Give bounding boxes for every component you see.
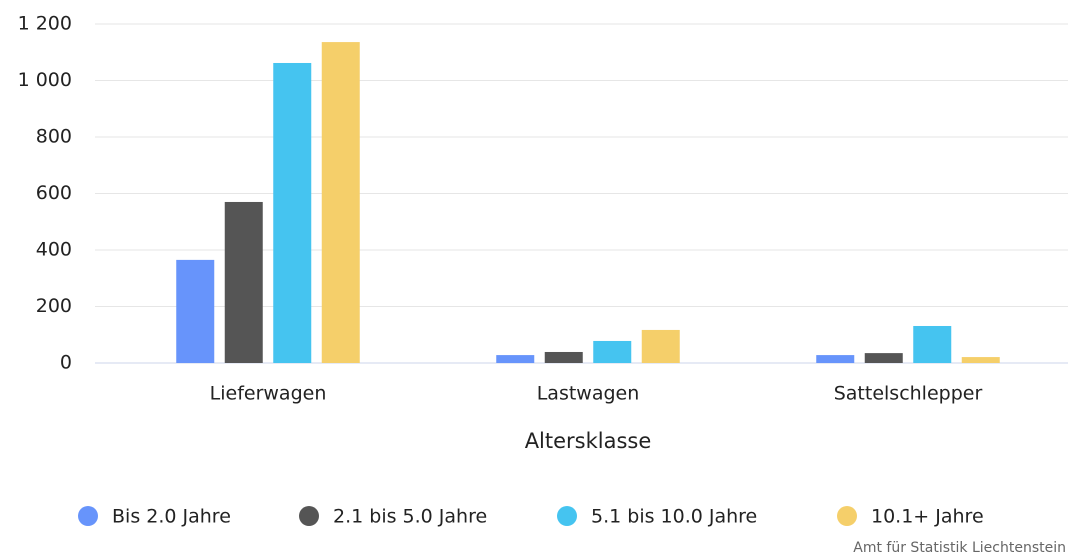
x-tick-label: Lastwagen: [537, 383, 640, 405]
legend-label: 2.1 bis 5.0 Jahre: [333, 506, 487, 528]
legend-label: 5.1 bis 10.0 Jahre: [591, 506, 757, 528]
bar: [864, 353, 903, 363]
y-tick-label: 200: [36, 295, 72, 317]
bar: [913, 325, 952, 363]
y-tick-label: 400: [36, 239, 72, 261]
y-tick-label: 0: [60, 352, 72, 374]
bar: [641, 329, 680, 363]
bar: [544, 351, 583, 363]
legend-marker: [299, 506, 319, 526]
legend-marker: [78, 506, 98, 526]
x-axis-title: Altersklasse: [525, 429, 652, 453]
bar: [961, 357, 1000, 363]
y-tick-label: 600: [36, 182, 72, 204]
y-tick-label: 1 000: [18, 69, 72, 91]
bar: [593, 340, 632, 363]
bar: [273, 62, 312, 364]
credit: Amt für Statistik Liechtenstein: [853, 540, 1066, 556]
legend-label: Bis 2.0 Jahre: [112, 506, 231, 528]
legend-marker: [557, 506, 577, 526]
bar: [224, 201, 263, 363]
legend-marker: [837, 506, 857, 526]
y-tick-label: 1 200: [18, 13, 72, 35]
bar: [321, 42, 360, 364]
bar: [176, 259, 215, 363]
bar: [496, 355, 535, 363]
legend-label: 10.1+ Jahre: [871, 506, 984, 528]
y-tick-label: 800: [36, 126, 72, 148]
bar: [816, 355, 855, 363]
x-tick-label: Sattelschlepper: [834, 383, 983, 405]
x-tick-label: Lieferwagen: [210, 383, 327, 405]
